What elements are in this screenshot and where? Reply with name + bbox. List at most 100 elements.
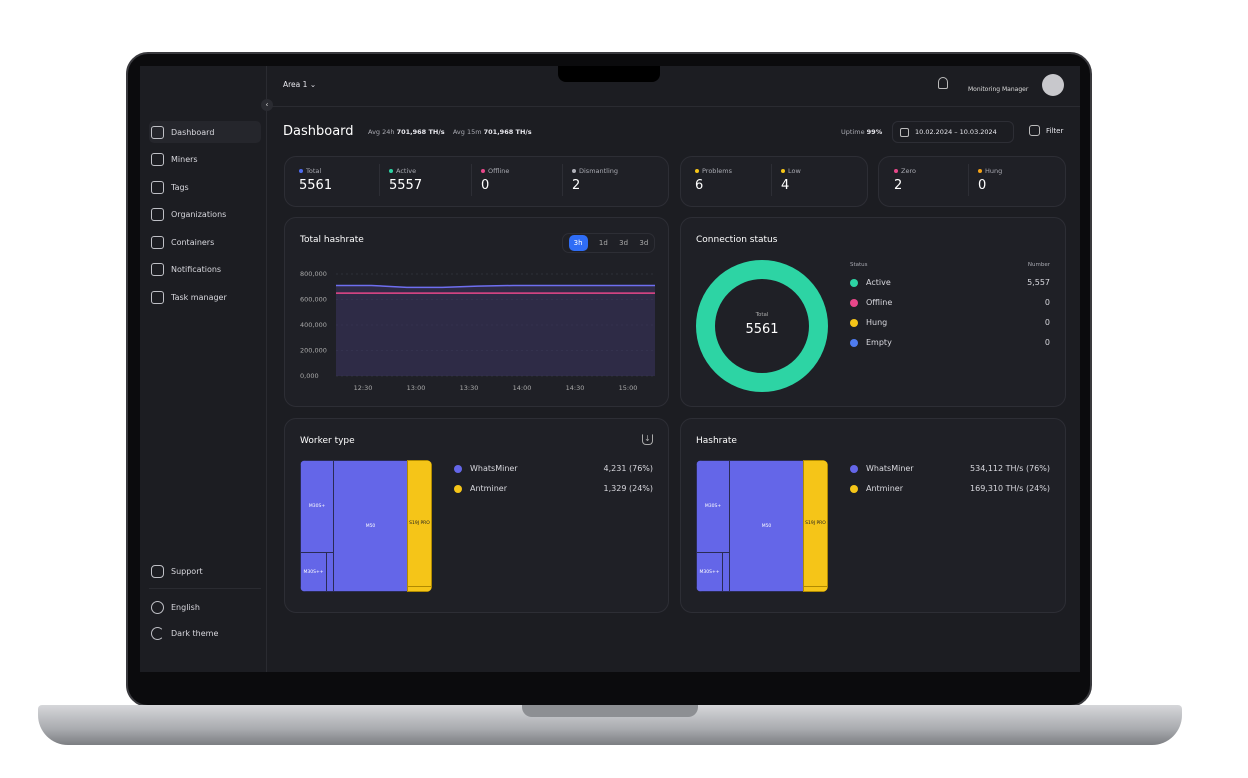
stat-low: Low 4 [781,167,801,193]
card-title: Hashrate [696,436,737,446]
stat-value: 4 [781,178,790,193]
tile-s19j-pro[interactable]: S19J PRO [803,460,828,587]
stat-label: Total [306,167,322,175]
stat-problems: Problems 6 [695,167,732,193]
status-dot [850,338,858,347]
tile-other[interactable] [722,552,730,592]
stats-card-problems [680,156,868,207]
stat-zero: Zero 2 [894,167,916,193]
sidebar-item-dashboard[interactable]: Dashboard [149,121,261,143]
y-tick-label: 200,000 [300,347,327,355]
sidebar-item-notifications[interactable]: Notifications [149,259,261,281]
collapse-sidebar-button[interactable]: ‹ [261,99,273,111]
status-value: 5,557 [1027,278,1050,287]
status-label: Offline [866,298,893,307]
sidebar-item-label: Tags [171,182,189,192]
sidebar-item-label: Miners [171,155,198,164]
tag-icon [151,180,164,194]
stat-value: 2 [572,178,581,193]
tab-3h[interactable]: 3h [568,235,588,251]
tile-other[interactable] [326,552,334,592]
area-fill [336,285,655,376]
uptime-value: 99% [866,128,883,136]
uptime: Uptime 99% [841,128,882,136]
sidebar-item-label: Containers [171,237,215,247]
language-selector[interactable]: English [149,596,261,618]
chevron-down-icon: ⌄ [309,80,317,89]
status-value: 0 [1044,318,1050,327]
hashrate-card: Hashrate M30S+ M50 M30S++ S19J PRO Whats… [680,418,1066,613]
tile-s19j-pro[interactable]: S19J PRO [407,460,432,587]
treemap: M30S+ M50 M30S++ S19J PRO [696,460,828,592]
legend-label: WhatsMiner [866,464,914,473]
tile-m30s-plusplus[interactable]: M30S++ [696,552,723,592]
hashrate-chart: 800,000 600,000 400,000 200,000 0,000 12:30 13… [300,270,655,392]
filter-icon [1029,125,1040,136]
stat-total: Total 5561 [299,167,332,193]
tab-3d-alt[interactable]: 3d [639,239,649,247]
page-title: Dashboard [283,124,354,139]
sidebar-item-task-manager[interactable]: Task manager [149,286,261,308]
stat-value: 5561 [299,178,333,193]
date-range-picker[interactable]: 10.02.2024 – 10.03.2024 [892,121,1014,143]
divider [771,164,772,196]
worker-type-card: Worker type ↓ M30S+ M50 M30S++ S19J PRO … [284,418,669,613]
tile-other-antminer[interactable] [407,586,432,592]
x-tick-label: 13:30 [460,384,479,392]
avg24-label: Avg 24h [368,128,395,136]
status-dot [850,298,858,307]
connection-row: Offline 0 [850,298,1050,307]
y-tick-label: 600,000 [300,296,327,304]
filter-button[interactable]: Filter [1029,125,1063,136]
tile-m50[interactable]: M50 [333,460,408,592]
sidebar-item-miners[interactable]: Miners [149,149,261,171]
header-divider [267,106,1080,107]
connection-status-card: Connection status Total 5561 Status Numb… [680,217,1066,407]
download-icon[interactable]: ↓ [642,434,653,445]
legend-value: 1,329 (24%) [603,484,653,493]
stat-value: 6 [695,178,704,193]
tile-m50[interactable]: M50 [729,460,804,592]
camera-notch [558,66,660,82]
tab-1d[interactable]: 1d [598,239,608,247]
status-dot [781,169,785,173]
status-dot [850,278,858,287]
legend-dot [850,464,858,473]
bell-icon[interactable] [938,77,948,89]
status-label: Hung [866,318,888,327]
app-screen: Dashboard Miners Tags Organizations Containe… [140,66,1080,672]
stat-value: 2 [894,178,903,193]
organizations-icon [151,208,164,221]
sidebar-item-support[interactable]: Support [149,560,261,582]
sidebar-item-containers[interactable]: Containers [149,231,261,253]
laptop-lip [522,705,698,717]
theme-toggle[interactable]: Dark theme [149,622,261,644]
legend-label: Antminer [866,484,903,493]
status-value: 0 [1044,338,1050,347]
language-label: English [171,602,200,612]
tile-m30s-plusplus[interactable]: M30S++ [300,552,327,592]
tile-other-antminer[interactable] [803,586,828,592]
tab-3d[interactable]: 3d [619,239,629,247]
divider [968,164,969,196]
status-dot [389,169,393,173]
avg-stats: Avg 24h 701,968 TH/s Avg 15m 701,968 TH/… [368,128,532,136]
stat-label: Offline [488,167,510,175]
status-dot [978,169,982,173]
sidebar-item-tags[interactable]: Tags [149,176,261,198]
total-hashrate-card: Total hashrate 3h 1d 3d 3d 800,000 600,00… [284,217,669,407]
card-title: Connection status [696,235,778,245]
avg15-label: Avg 15m [452,128,482,136]
card-title: Worker type [300,436,355,446]
calendar-icon [900,127,909,137]
y-tick-label: 800,000 [300,270,327,278]
x-tick-label: 15:00 [619,384,638,392]
legend-dot [454,464,462,473]
sidebar-item-organizations[interactable]: Organizations [149,204,261,226]
avatar[interactable] [1042,74,1064,96]
tile-m30s-plus[interactable]: M30S+ [696,460,730,553]
stat-label: Active [396,167,417,175]
tile-m30s-plus[interactable]: M30S+ [300,460,334,553]
area-selector[interactable]: Area 1 ⌄ [283,80,316,89]
stat-offline: Offline 0 [481,167,509,193]
